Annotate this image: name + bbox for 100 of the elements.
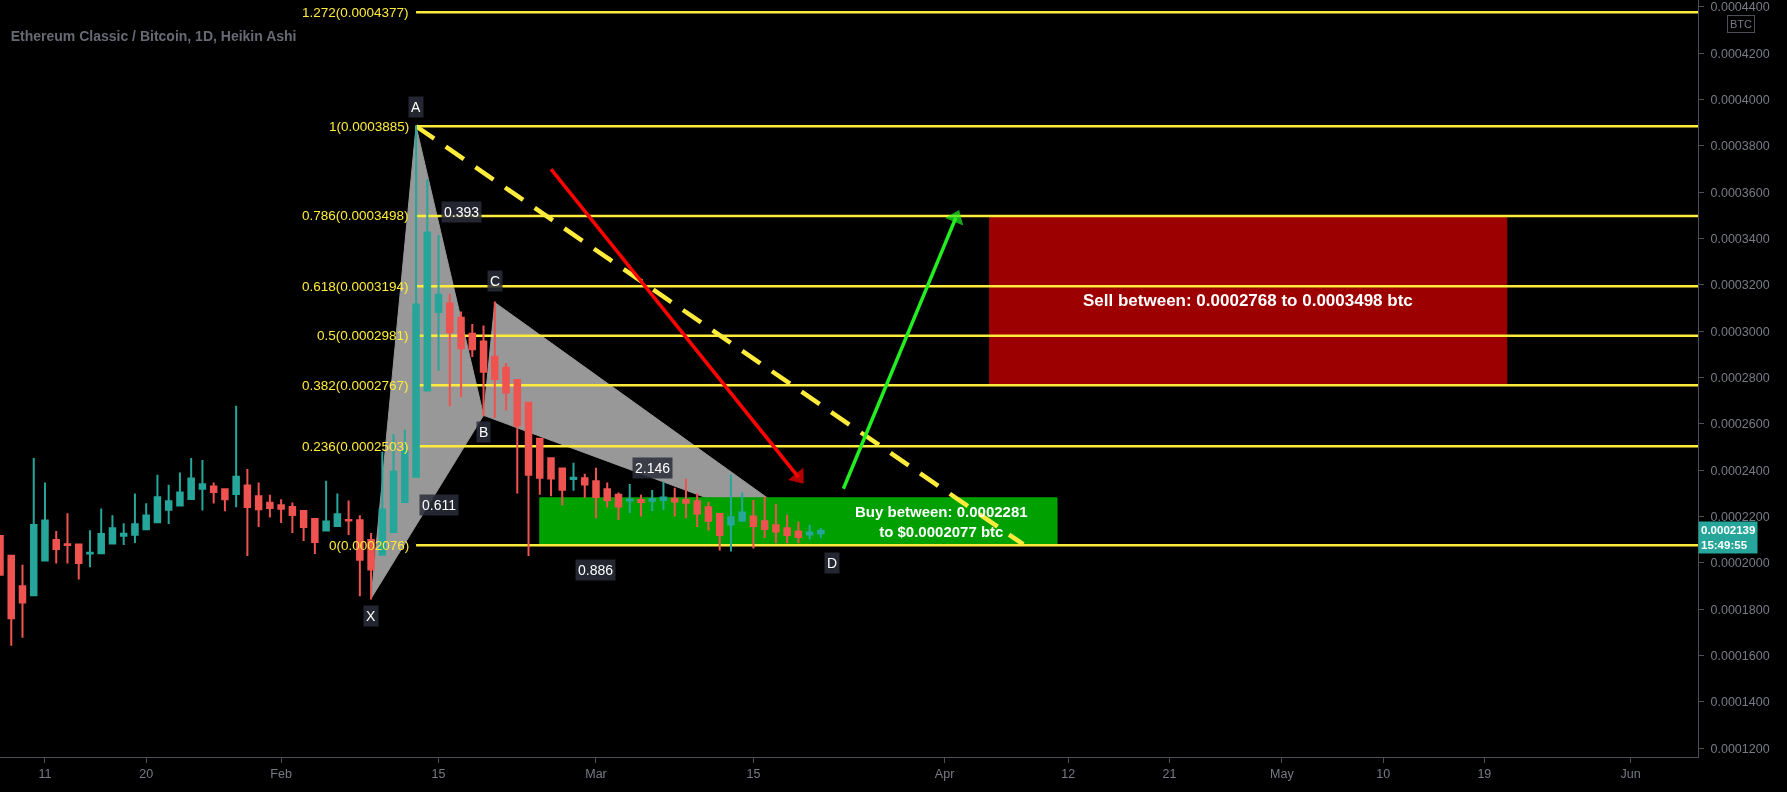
candlestick [580, 473, 589, 498]
candlestick [783, 514, 791, 544]
x-tick-label: May [1270, 767, 1295, 781]
candlestick [738, 492, 746, 522]
candlestick [794, 521, 803, 544]
x-tick-label: 15 [746, 767, 761, 781]
annotation: X [366, 608, 376, 624]
candlestick [446, 293, 454, 407]
y-tick-label: 0.0004400 [1710, 0, 1770, 15]
candlestick [468, 323, 477, 358]
candlestick [727, 474, 735, 552]
candlestick [817, 528, 825, 538]
candlestick [434, 235, 443, 371]
candlestick [7, 554, 15, 646]
candlestick [715, 513, 724, 551]
candlestick [142, 503, 150, 531]
y-tick-label: 0.0004200 [1710, 46, 1770, 61]
y-tick-label: 0.0001800 [1710, 602, 1770, 617]
annotation: C [490, 273, 501, 289]
candlestick [344, 500, 353, 535]
annotation: B [479, 424, 489, 440]
y-tick-label: 0.0001400 [1710, 695, 1770, 710]
y-tick-label: 0.0003000 [1710, 324, 1770, 339]
candlestick [52, 531, 60, 564]
x-tick-label: 19 [1477, 767, 1492, 781]
candlestick [704, 501, 713, 531]
annotation: 0.886 [578, 562, 614, 578]
x-tick-label: Feb [270, 767, 292, 781]
series-label: 0.786(0.0003498) [302, 208, 409, 223]
candlestick [266, 494, 274, 518]
candlestick [457, 311, 465, 398]
candlestick [749, 500, 758, 549]
candlestick [322, 480, 330, 532]
candlestick [682, 478, 690, 519]
candlestick [254, 482, 263, 528]
annotation: 0.611 [422, 497, 457, 513]
y-tick-label: 0.0003400 [1710, 231, 1770, 246]
candlestick [86, 530, 94, 568]
candlestick [277, 499, 285, 524]
annotation: D [827, 555, 838, 571]
candlestick [760, 496, 769, 538]
y-tick-label: 0.0003200 [1710, 278, 1770, 293]
annotation: 0.393 [444, 204, 480, 220]
x-tick-label: Jun [1620, 767, 1641, 781]
candlestick [164, 484, 173, 525]
y-axis-title: BTC [1730, 18, 1753, 30]
candlestick [41, 482, 49, 562]
candlestick [412, 125, 420, 478]
candlestick [221, 488, 229, 512]
y-tick-label: 0.0002400 [1710, 463, 1770, 478]
candlestick [153, 474, 162, 524]
text: 0.0002139 15:49:55 [1701, 524, 1756, 551]
candlestick [131, 493, 139, 544]
x-tick-label: 20 [139, 767, 154, 781]
candlestick [423, 178, 432, 392]
text: Ethereum Classic / Bitcoin, 1D, Heikin Ashi [10, 27, 297, 44]
candlestick [513, 379, 522, 494]
candlestick [119, 523, 128, 545]
candlestick [569, 462, 578, 491]
x-tick-label: Mar [585, 767, 607, 781]
series-label: Buy between: 0.0002281 to $0.0002077 btc [855, 503, 1028, 540]
candlestick [502, 362, 510, 411]
x-tick-label: 21 [1162, 767, 1177, 781]
candlestick [97, 508, 105, 555]
candlestick [232, 405, 240, 508]
series-label: Sell between: 0.0002768 to 0.0003498 btc [1083, 291, 1413, 310]
candlestick [693, 493, 701, 528]
candlestick [670, 487, 679, 517]
candlestick [29, 457, 38, 597]
candlestick [524, 401, 533, 557]
candlestick [333, 493, 342, 528]
candlestick [18, 564, 27, 638]
candlestick [299, 510, 308, 541]
y-tick-label: 0.0002000 [1710, 556, 1770, 571]
candlestick [176, 472, 184, 507]
x-tick-label: 11 [38, 767, 52, 781]
candlestick [558, 467, 567, 506]
annotation: 2.146 [635, 460, 671, 476]
candlestick [187, 457, 195, 500]
series-label: 1.272(0.0004377) [302, 5, 409, 20]
candlestick [536, 437, 544, 495]
candlestick [592, 467, 600, 519]
candlestick [614, 492, 623, 521]
x-tick-label: 12 [1061, 767, 1076, 781]
y-tick-label: 0.0002200 [1710, 509, 1770, 524]
candlestick [479, 325, 488, 417]
candlestick [198, 459, 207, 511]
candlestick [311, 518, 319, 554]
candlestick [659, 481, 668, 510]
candlestick [625, 484, 634, 513]
candlestick [805, 525, 814, 540]
y-tick-label: 0.0002800 [1710, 370, 1770, 385]
annotation: A [411, 99, 421, 115]
y-tick-label: 0.0003600 [1710, 185, 1770, 200]
candlestick [209, 482, 218, 504]
x-tick-label: 15 [431, 767, 446, 781]
y-tick-label: 0.0003800 [1710, 139, 1770, 154]
y-tick-label: 0.0004000 [1710, 92, 1770, 107]
candlestick [637, 494, 645, 517]
x-tick-label: Apr [934, 767, 955, 781]
